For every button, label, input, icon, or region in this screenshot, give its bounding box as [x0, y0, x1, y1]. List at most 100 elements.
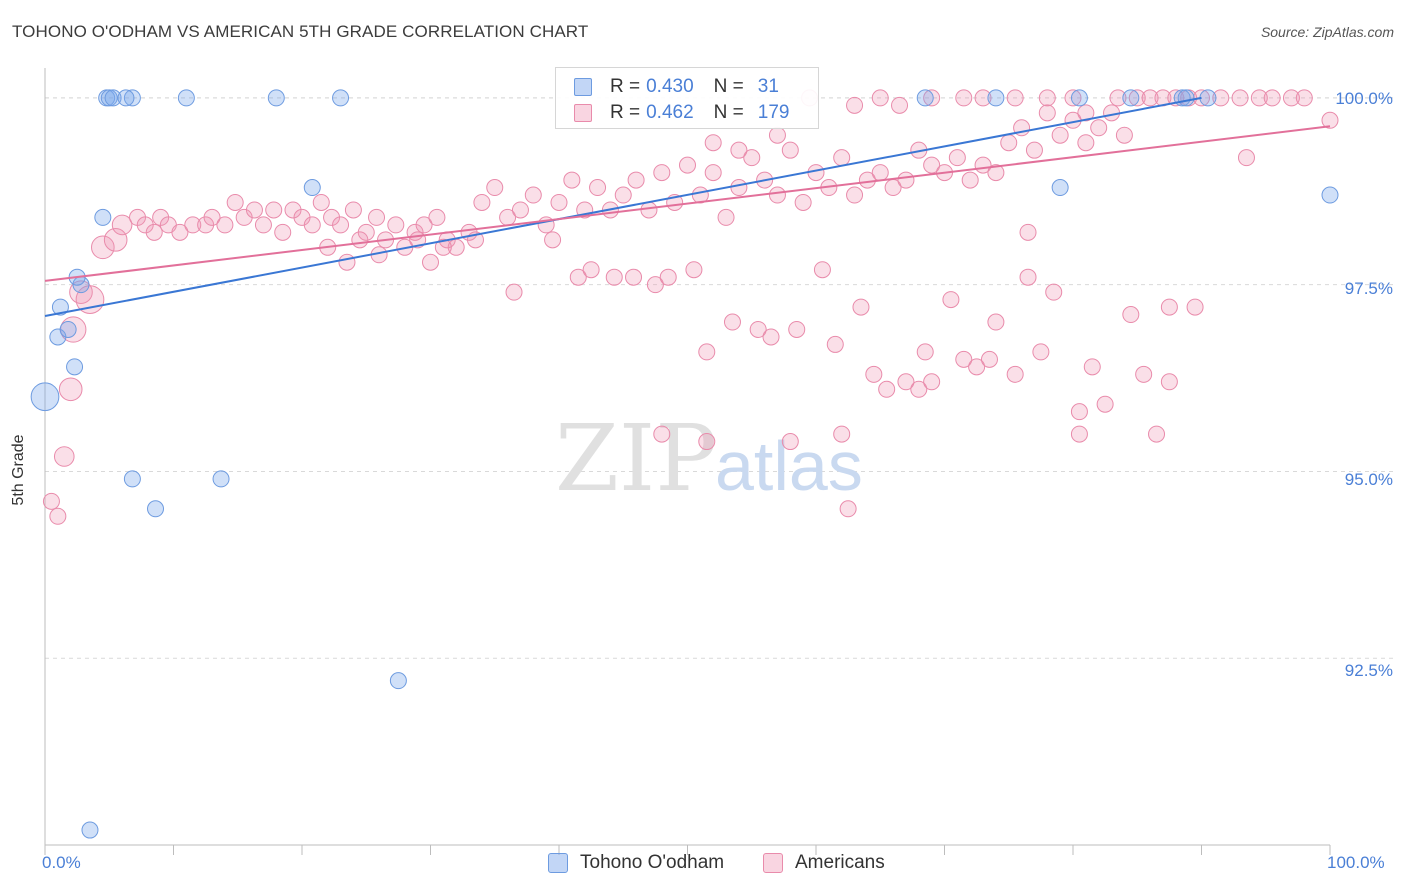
y-tick-100: 100.0% — [1335, 89, 1393, 108]
americans-point-81 — [948, 149, 966, 167]
americans-point-126 — [968, 358, 986, 376]
americans-point-101 — [434, 238, 452, 256]
tohono-point-23 — [987, 89, 1005, 107]
legend-r-key: R = — [610, 102, 641, 123]
americans-point-92 — [1090, 119, 1108, 137]
tohono-point-25 — [1122, 89, 1140, 107]
americans-point-111 — [685, 261, 703, 279]
americans-point-106 — [582, 261, 600, 279]
americans-point-85 — [1000, 134, 1018, 152]
americans-point-55 — [614, 186, 632, 204]
americans-point-63 — [717, 208, 735, 226]
tohono-points — [30, 89, 1339, 839]
americans-point-129 — [1019, 268, 1037, 286]
americans-point-12 — [145, 223, 163, 241]
americans-point-34 — [368, 208, 386, 226]
americans-point-157 — [923, 89, 941, 107]
americans-point-48 — [524, 186, 542, 204]
americans-point-47 — [511, 201, 529, 219]
legend-r-value: 0.462 — [646, 102, 694, 123]
americans-point-68 — [781, 141, 799, 159]
legend-item-tohono[interactable]: Tohono O'odham — [548, 852, 724, 874]
americans-point-162 — [1064, 89, 1082, 107]
americans-point-72 — [833, 149, 851, 167]
americans-point-136 — [1135, 365, 1153, 383]
americans-point-177 — [1160, 298, 1178, 316]
tohono-point-24 — [1070, 89, 1088, 107]
tohono-point-27 — [1199, 89, 1217, 107]
americans-point-67 — [768, 186, 786, 204]
americans-point-144 — [839, 500, 857, 518]
americans-point-82 — [961, 171, 979, 189]
x-tick-100: 100.0% — [1327, 853, 1385, 872]
americans-trend-line — [44, 125, 1331, 282]
americans-point-36 — [387, 216, 405, 234]
americans-point-9 — [111, 214, 133, 236]
legend-row-americans: R = 0.462 N = 179 — [574, 100, 789, 126]
tohono-point-28 — [1177, 89, 1195, 107]
tohono-point-12 — [117, 89, 135, 107]
americans-point-155 — [871, 89, 889, 107]
americans-point-16 — [184, 216, 202, 234]
legend-n-key: N = — [713, 76, 744, 97]
americans-point-135 — [1122, 306, 1140, 324]
americans-point-159 — [974, 89, 992, 107]
americans-point-57 — [640, 201, 658, 219]
americans-point-65 — [743, 149, 761, 167]
legend-row-tohono: R = 0.430 N = 31 — [574, 74, 779, 100]
americans-point-53 — [589, 179, 607, 197]
americans-point-15 — [171, 223, 189, 241]
americans-point-103 — [505, 283, 523, 301]
americans-point-69 — [794, 193, 812, 211]
americans-point-104 — [544, 231, 562, 249]
americans-point-150 — [704, 134, 722, 152]
americans-point-105 — [569, 268, 587, 286]
americans-point-32 — [344, 201, 362, 219]
tohono-point-7 — [123, 89, 141, 107]
americans-point-45 — [486, 179, 504, 197]
americans-point-125 — [955, 350, 973, 368]
americans-point-109 — [646, 276, 664, 294]
americans-point-151 — [730, 141, 748, 159]
tohono-point-20 — [389, 672, 407, 690]
americans-point-1 — [49, 507, 67, 525]
americans-point-130 — [1032, 343, 1050, 361]
tohono-point-13 — [177, 89, 195, 107]
series-legend: Tohono O'odham Americans — [0, 852, 1406, 878]
stats-legend: R = 0.430 N = 31 R = 0.462 N = 179 — [555, 67, 819, 129]
tohono-point-10 — [100, 89, 118, 107]
americans-point-128 — [1006, 365, 1024, 383]
americans-point-114 — [749, 320, 767, 338]
americans-point-89 — [1051, 126, 1069, 144]
americans-point-75 — [871, 164, 889, 182]
americans-point-96 — [338, 253, 356, 271]
y-tick-95: 95.0% — [1344, 470, 1393, 489]
watermark-zip: ZIP — [555, 405, 717, 512]
americans-point-143 — [833, 425, 851, 443]
legend-n-key: N = — [713, 102, 744, 123]
tohono-point-18 — [212, 470, 230, 488]
legend-n-value: 179 — [757, 102, 790, 123]
americans-point-132 — [1070, 403, 1088, 421]
legend-item-americans[interactable]: Americans — [763, 852, 885, 874]
x-tick-0: 0.0% — [42, 853, 81, 872]
americans-point-149 — [1077, 104, 1095, 122]
americans-point-163 — [1109, 89, 1127, 107]
americans-point-100 — [422, 253, 439, 271]
americans-point-176 — [1321, 111, 1339, 129]
americans-point-84 — [987, 164, 1005, 182]
americans-point-20 — [226, 193, 244, 211]
americans-point-127 — [987, 313, 1005, 331]
americans-point-170 — [1212, 89, 1230, 107]
americans-point-3 — [58, 377, 83, 402]
americans-point-121 — [878, 380, 896, 398]
tohono-point-2 — [51, 298, 69, 316]
legend-label-tohono: Tohono O'odham — [580, 852, 725, 873]
americans-point-25 — [274, 223, 292, 241]
source-label: Source: ZipAtlas.com — [1260, 24, 1394, 40]
legend-r-value: 0.430 — [646, 76, 694, 97]
americans-point-60 — [679, 156, 696, 174]
americans-point-44 — [473, 193, 491, 211]
americans-point-112 — [698, 343, 716, 361]
americans-point-19 — [216, 216, 234, 234]
